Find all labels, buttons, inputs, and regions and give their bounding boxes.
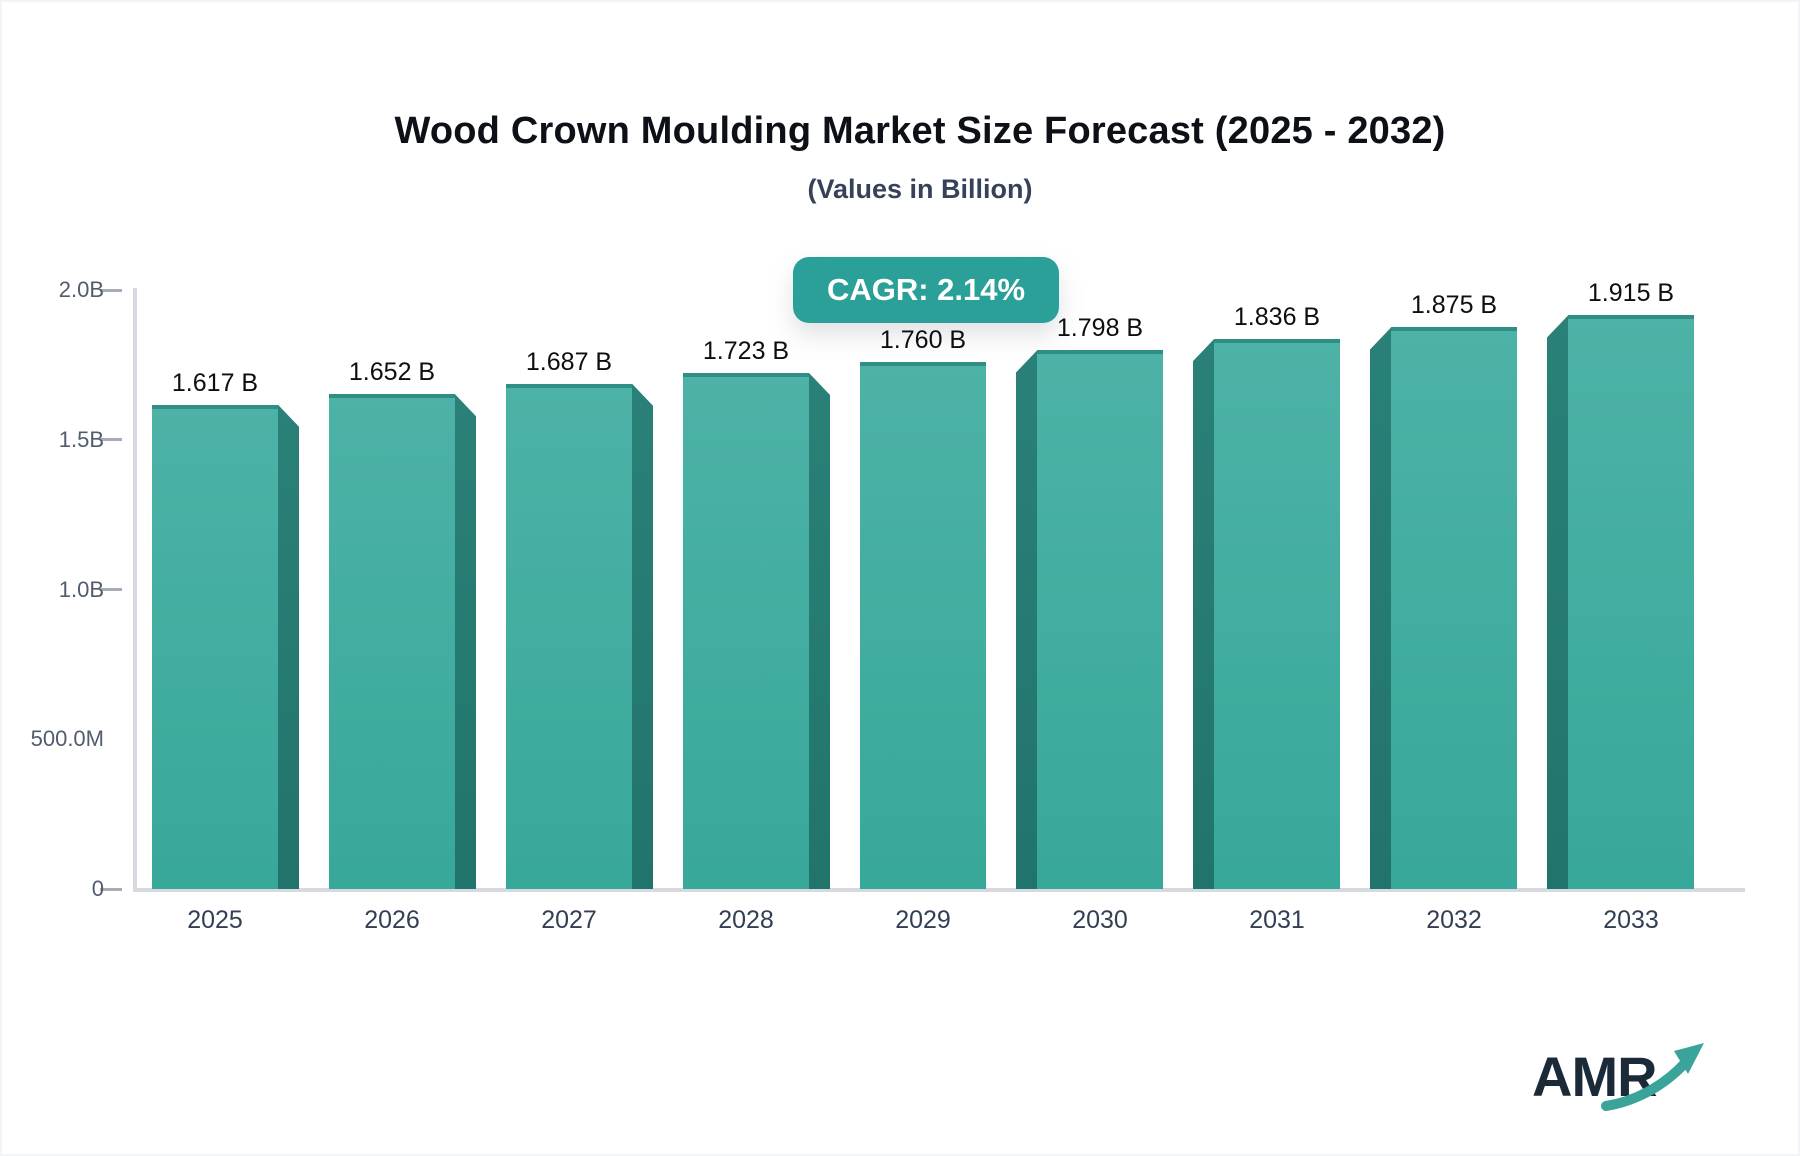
bar-2027[interactable] — [506, 383, 653, 889]
bar-value-label: 1.760 B — [879, 325, 967, 354]
bar-2028[interactable] — [683, 372, 830, 889]
bar-2033[interactable] — [1547, 315, 1694, 889]
x-tick-label: 2026 — [364, 906, 420, 934]
bar-2026[interactable] — [329, 394, 476, 889]
bar-top-edge — [1037, 350, 1163, 355]
bar-value-label: 1.915 B — [1587, 279, 1675, 308]
bar-face — [1391, 327, 1517, 889]
bar-top-edge — [1214, 339, 1340, 344]
bar-face — [1037, 350, 1163, 889]
bar-side-3d — [455, 394, 476, 889]
bar-top-edge — [329, 394, 455, 399]
amr-logo-arrow-icon — [1601, 1058, 1690, 1111]
y-tick-label: 500.0M — [30, 726, 104, 752]
bar-top-edge — [1568, 315, 1694, 320]
amr-logo-arrowhead-icon — [1674, 1043, 1704, 1074]
y-tick-dash — [100, 288, 122, 292]
cagr-badge-label: CAGR: 2.14% — [826, 272, 1026, 307]
bar-top-edge — [860, 361, 986, 366]
bar-face — [506, 383, 632, 889]
bar-side-3d — [1370, 327, 1391, 889]
bar-top-edge — [1391, 327, 1517, 332]
bar-face — [1214, 339, 1340, 889]
x-axis-line — [133, 888, 1745, 892]
bar-2025[interactable] — [152, 404, 299, 889]
bar-side-3d — [1547, 315, 1568, 889]
chart-title: Wood Crown Moulding Market Size Forecast… — [394, 110, 1446, 152]
x-tick-label: 2028 — [718, 906, 774, 934]
bar-value-label: 1.836 B — [1233, 303, 1321, 332]
y-tick-dash — [100, 588, 122, 591]
y-tick-label: 1.5B — [58, 426, 104, 452]
x-tick-label: 2032 — [1426, 906, 1482, 934]
bar-face — [329, 394, 455, 889]
bar-side-3d — [1016, 350, 1037, 889]
bar-face — [152, 404, 278, 889]
bar-2030[interactable] — [1016, 350, 1163, 889]
y-tick-label: 2.0B — [58, 277, 104, 302]
bar-face — [683, 372, 809, 889]
y-tick-dash — [100, 887, 122, 891]
bar-top-edge — [506, 383, 632, 388]
bar-2032[interactable] — [1370, 327, 1517, 889]
y-tick-label: 0 — [91, 876, 104, 901]
chart-subtitle: (Values in Billion) — [807, 174, 1033, 204]
bar-value-label: 1.798 B — [1056, 314, 1144, 343]
x-tick-label: 2027 — [541, 906, 597, 934]
cagr-badge: CAGR: 2.14% — [793, 257, 1059, 323]
bar-side-3d — [1193, 339, 1214, 889]
y-axis-line — [133, 288, 137, 892]
bar-value-label: 1.687 B — [525, 347, 613, 376]
bar-face — [860, 361, 986, 889]
y-tick-dash — [100, 438, 122, 442]
bar-face — [1568, 315, 1694, 889]
bar-top-edge — [152, 404, 278, 409]
x-tick-label: 2033 — [1603, 906, 1659, 934]
bar-side-3d — [809, 372, 830, 889]
bar-top-edge — [683, 372, 809, 377]
x-tick-label: 2025 — [187, 906, 243, 934]
bar-side-3d — [632, 383, 653, 889]
x-tick-label: 2030 — [1072, 906, 1128, 934]
bar-value-label: 1.875 B — [1410, 291, 1498, 320]
x-tick-label: 2029 — [895, 906, 951, 934]
bar-side-3d — [278, 404, 299, 889]
amr-logo: AMR — [1532, 1043, 1704, 1111]
bar-2029[interactable] — [860, 361, 986, 889]
bar-value-label: 1.652 B — [348, 358, 436, 387]
bar-value-label: 1.617 B — [171, 368, 259, 397]
bar-value-label: 1.723 B — [702, 336, 790, 365]
y-tick-label: 1.0B — [58, 576, 104, 602]
x-tick-label: 2031 — [1249, 906, 1305, 934]
bar-2031[interactable] — [1193, 339, 1340, 889]
